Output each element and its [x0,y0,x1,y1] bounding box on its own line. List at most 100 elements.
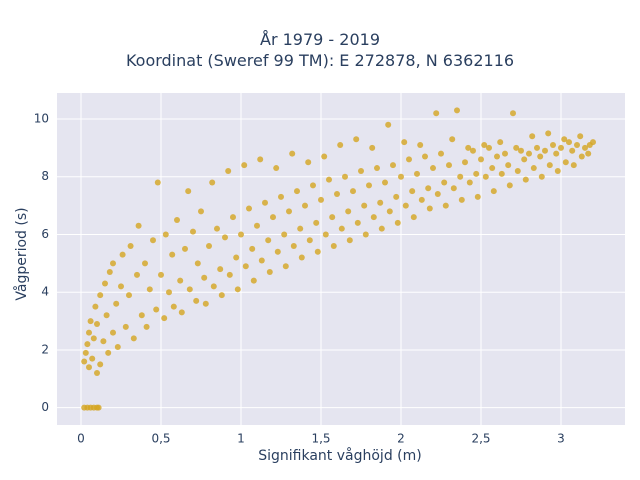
x-tick-label: 2 [397,432,405,446]
data-point [194,260,201,267]
data-point [161,315,168,322]
data-point [102,280,108,287]
data-point [134,271,140,278]
data-point [518,147,524,154]
data-point [577,133,584,140]
data-point [522,176,529,183]
data-point [465,144,472,151]
data-point [126,292,132,299]
data-point [241,162,248,169]
data-point [569,147,576,154]
data-point [270,214,276,221]
data-point [106,268,113,275]
data-point [398,173,404,180]
data-point [230,214,236,221]
x-tick-label: 2,5 [471,432,490,446]
data-point [182,245,188,252]
data-point [97,361,104,368]
data-point [262,199,268,206]
data-point [214,225,220,232]
x-tick-label: 0,5 [151,432,170,446]
data-point [281,231,288,238]
data-point [442,202,449,209]
data-point [450,185,457,192]
data-point [87,318,94,325]
data-point [545,130,552,137]
data-point [553,150,560,157]
data-point [185,188,192,195]
data-point [286,208,292,215]
y-tick-label: 0 [41,400,49,414]
y-axis-label: Vågperiod (s) [14,207,30,301]
data-point [526,150,532,157]
data-point [198,208,204,215]
data-point [414,170,420,177]
y-tick-labels: 0 2 4 6 8 10 [34,111,49,414]
data-point [143,323,150,330]
data-point [92,303,99,310]
data-point [489,165,496,172]
data-point [334,191,340,198]
data-point [554,167,561,174]
data-point [250,277,257,284]
data-point [246,205,252,212]
data-point [249,245,256,252]
data-point [433,110,440,117]
data-point [521,156,528,163]
data-point [329,214,336,221]
data-point [474,193,481,200]
data-point [586,141,593,148]
data-point [118,283,124,290]
data-point [114,344,121,351]
data-point [95,404,102,411]
data-point [425,185,432,192]
data-point [294,188,300,195]
data-point [97,292,104,299]
data-point [100,338,107,345]
data-point [110,260,116,267]
data-point [225,167,232,174]
data-point [186,286,193,293]
data-point [119,251,126,258]
data-point [130,335,137,342]
y-tick-label: 4 [41,285,49,299]
data-point [86,364,92,371]
data-point [369,144,376,151]
x-tick-label: 1,5 [311,432,330,446]
data-point [154,179,161,186]
data-point [438,150,444,157]
data-point [473,170,480,177]
y-tick-label: 8 [41,169,49,183]
data-point [146,286,153,293]
data-point [570,162,577,169]
data-point [505,162,512,169]
data-point [86,329,92,336]
data-point [502,150,508,157]
data-point [158,271,164,278]
data-point [345,208,352,215]
data-point [265,237,272,244]
y-tick-label: 6 [41,227,49,241]
data-point [462,159,468,166]
data-point [542,147,548,154]
data-point [226,271,233,278]
data-point [406,156,412,163]
data-point [310,182,316,189]
data-point [550,141,556,148]
data-point [166,289,172,296]
data-point [142,260,148,267]
data-point [242,263,249,270]
data-point [254,222,260,229]
data-point [282,263,289,270]
data-point [210,283,217,290]
data-point [361,202,368,209]
data-point [354,219,361,226]
data-point [238,231,244,238]
data-point [201,274,208,281]
data-point [162,231,169,238]
data-point [297,225,304,232]
data-point [457,173,464,180]
data-point [458,196,465,203]
data-point [218,292,225,299]
data-point [497,139,504,146]
